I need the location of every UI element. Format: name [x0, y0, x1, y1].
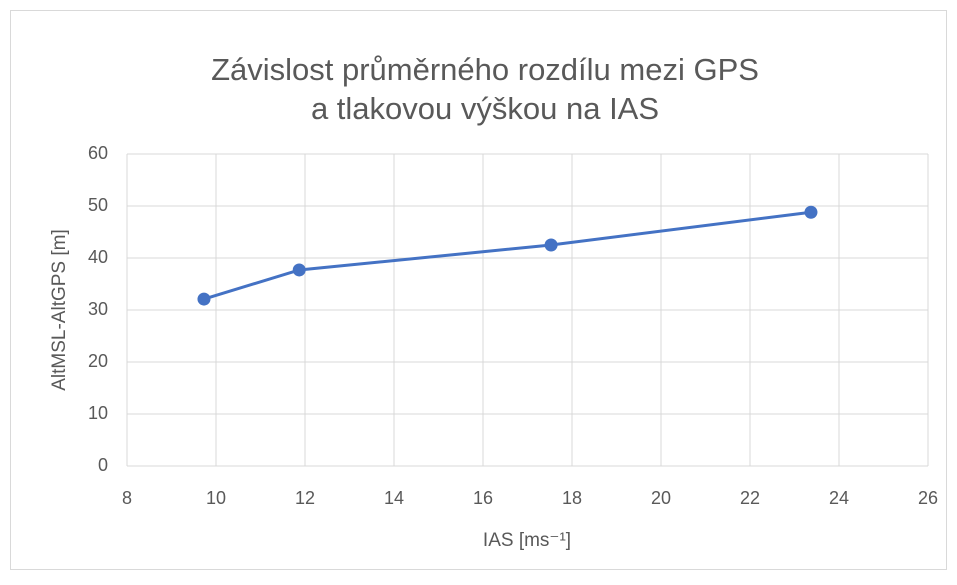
x-tick-label: 16 — [473, 488, 493, 508]
x-tick-label: 8 — [122, 488, 132, 508]
series-line — [203, 210, 812, 301]
y-tick-label: 40 — [88, 247, 108, 267]
x-tick-label: 14 — [384, 488, 404, 508]
chart-title: Závislost průměrného rozdílu mezi GPS — [211, 52, 759, 87]
y-tick-label: 20 — [88, 351, 108, 371]
x-axis-title: IAS [ms⁻¹] — [483, 530, 571, 551]
chart-title: a tlakovou výškou na IAS — [311, 91, 659, 126]
data-point — [544, 238, 558, 252]
y-tick-label: 60 — [88, 143, 108, 163]
y-tick-label: 10 — [88, 403, 108, 423]
x-tick-label: 12 — [295, 488, 315, 508]
data-point — [197, 292, 211, 306]
data-point — [292, 263, 306, 277]
y-tick-label: 50 — [88, 195, 108, 215]
x-tick-label: 10 — [206, 488, 226, 508]
y-tick-label: 0 — [98, 455, 108, 475]
data-point — [804, 205, 818, 219]
x-tick-label: 18 — [562, 488, 582, 508]
x-tick-label: 26 — [918, 488, 938, 508]
y-tick-label: 30 — [88, 299, 108, 319]
y-axis-title: AltMSL-AltGPS [m] — [49, 229, 70, 391]
x-tick-label: 22 — [740, 488, 760, 508]
x-tick-label: 20 — [651, 488, 671, 508]
x-tick-label: 24 — [829, 488, 849, 508]
chart-border — [10, 10, 947, 570]
